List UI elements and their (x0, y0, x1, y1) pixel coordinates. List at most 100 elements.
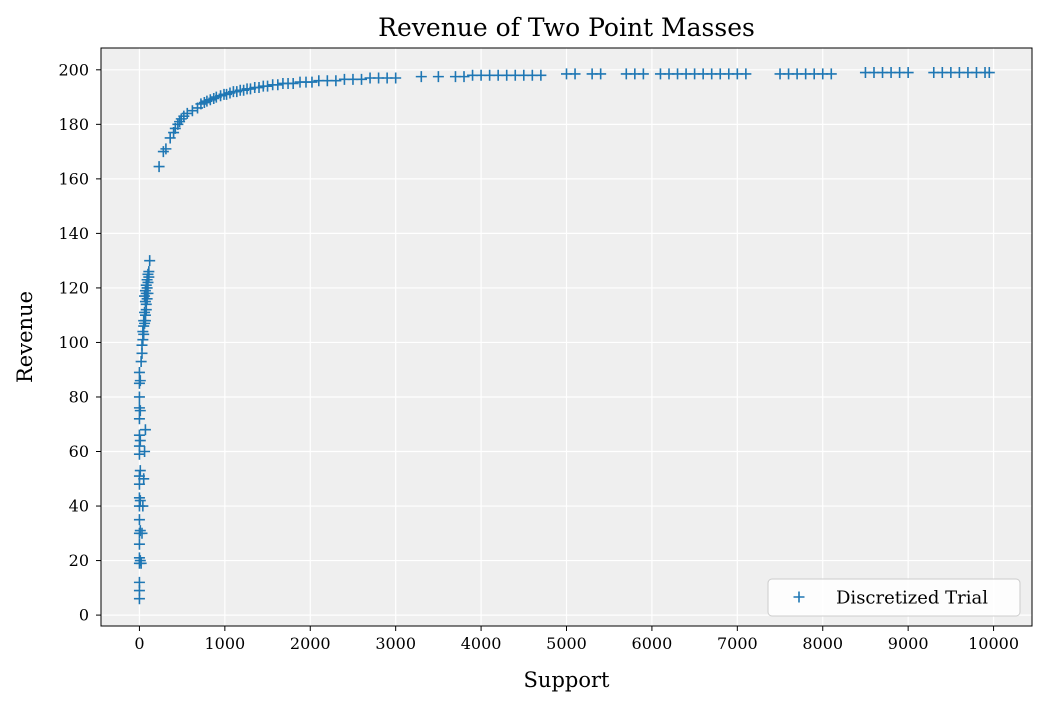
data-point (134, 465, 146, 477)
data-point (139, 424, 151, 436)
data-point (138, 315, 150, 327)
data-point (139, 309, 151, 321)
data-point (138, 473, 150, 485)
data-point (330, 75, 342, 87)
data-point (135, 356, 147, 368)
data-point (306, 76, 318, 88)
x-tick-label: 9000 (888, 634, 929, 653)
data-point (133, 366, 145, 378)
legend-marker-plus (793, 591, 805, 603)
data-point (262, 80, 274, 92)
data-point (157, 146, 169, 158)
x-tick-label: 8000 (802, 634, 843, 653)
data-point (186, 105, 198, 117)
data-point (134, 495, 146, 507)
data-point (432, 71, 444, 83)
data-point (198, 97, 210, 109)
data-point (637, 68, 649, 80)
legend: Discretized Trial (767, 578, 1021, 617)
data-point (272, 79, 284, 91)
axis-ticks: 0 1000 2000 3000 4000 5000 6000 7000 8000 9000 100… (58, 60, 1019, 653)
data-point (133, 552, 145, 564)
data-point (356, 73, 368, 85)
y-tick-label: 120 (58, 278, 89, 297)
x-tick-label: 3000 (375, 634, 416, 653)
plot-frame (100, 47, 1033, 627)
data-point (139, 306, 151, 318)
data-point (133, 576, 145, 588)
x-tick-label: 6000 (632, 634, 673, 653)
y-tick-label: 160 (58, 169, 89, 188)
data-point (133, 492, 145, 504)
x-tick-label: 1000 (204, 634, 245, 653)
data-point (569, 68, 581, 80)
data-point (595, 68, 607, 80)
data-point (136, 527, 148, 539)
x-tick-label: 4000 (461, 634, 502, 653)
data-point (983, 67, 995, 79)
data-point (133, 391, 145, 403)
data-point (134, 375, 146, 387)
data-point (139, 446, 151, 458)
data-point (133, 413, 145, 425)
y-tick-label: 100 (58, 333, 89, 352)
y-tick-label: 60 (69, 442, 89, 461)
y-tick-label: 80 (69, 387, 89, 406)
data-point (139, 290, 151, 302)
data-point (825, 68, 837, 80)
data-point (287, 77, 299, 89)
data-point (141, 293, 153, 305)
data-point (133, 514, 145, 526)
data-point (143, 266, 155, 278)
data-point (139, 317, 151, 329)
legend-marker-plus (793, 591, 805, 603)
y-tick-label: 140 (58, 224, 89, 243)
data-point (160, 143, 172, 155)
data-point (133, 377, 145, 389)
series-discretized-trial (133, 67, 995, 605)
data-point (134, 435, 146, 447)
data-point (140, 279, 152, 291)
data-point (175, 113, 187, 125)
x-axis-label: Support (524, 668, 610, 692)
data-point (139, 285, 151, 297)
data-point (142, 268, 154, 280)
data-point (390, 72, 402, 84)
x-tick-label: 10000 (968, 634, 1019, 653)
y-tick-label: 180 (58, 115, 89, 134)
data-point (137, 326, 149, 338)
data-point (153, 161, 165, 173)
x-tick-label: 2000 (290, 634, 331, 653)
data-point (134, 405, 146, 417)
data-point (535, 69, 547, 81)
data-point (208, 92, 220, 104)
data-point (135, 557, 147, 569)
y-tick-label: 20 (69, 551, 89, 570)
data-point (140, 298, 152, 310)
data-point (902, 67, 914, 79)
y-tick-label: 200 (58, 60, 89, 79)
data-point (141, 274, 153, 286)
data-point (144, 255, 156, 267)
legend-box (767, 578, 1021, 617)
data-point (415, 71, 427, 83)
x-tick-label: 5000 (546, 634, 587, 653)
data-point (181, 107, 193, 119)
y-axis-label: Revenue (13, 291, 37, 383)
data-point (139, 296, 151, 308)
y-tick-label: 0 (79, 606, 89, 625)
data-point (133, 440, 145, 452)
data-point (740, 68, 752, 80)
x-tick-label: 7000 (717, 634, 758, 653)
data-point (133, 538, 145, 550)
x-tick-label: 0 (134, 634, 144, 653)
data-point (134, 555, 146, 567)
data-point (134, 525, 146, 537)
data-point (133, 402, 145, 414)
data-point (133, 429, 145, 441)
y-tick-label: 40 (69, 497, 89, 516)
legend-label: Discretized Trial (836, 588, 988, 609)
data-point (458, 71, 470, 83)
data-point (136, 339, 148, 351)
data-point (137, 500, 149, 512)
